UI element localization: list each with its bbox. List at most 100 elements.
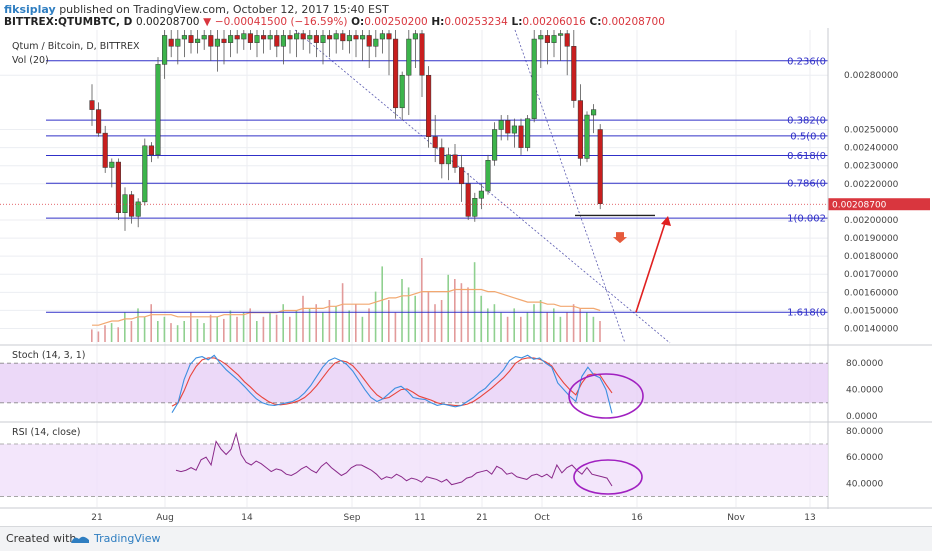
candle-body (379, 33, 385, 40)
symbol-header: BITTREX:QTUMBTC, D 0.00208700 ▼ −0.00041… (4, 16, 665, 28)
candle-body (525, 118, 531, 148)
candle-body (261, 35, 267, 40)
volume-bar (183, 321, 185, 342)
volume-bar (506, 316, 509, 342)
rsi-band-fill (0, 444, 828, 497)
trendline-dotted (294, 29, 671, 344)
volume-bar (143, 316, 146, 342)
author-link[interactable]: fiksiplay (4, 3, 56, 16)
candle-body (439, 147, 445, 165)
volume-bar (124, 312, 126, 342)
candle-body (445, 154, 451, 165)
fib-level-label: 0.5(0.0 (790, 131, 826, 142)
candle-body (234, 35, 240, 40)
candle-body (109, 161, 115, 168)
volume-bar (440, 300, 443, 342)
volume-bar (242, 312, 245, 342)
volume-bar (348, 310, 350, 342)
candle-body (96, 109, 102, 134)
volume-bar (473, 262, 476, 342)
candle-body (333, 33, 339, 40)
candle-body (393, 38, 399, 109)
volume-bar (275, 314, 278, 342)
candle-body (129, 194, 135, 217)
candle-body (432, 136, 438, 148)
volume-bar (196, 318, 199, 342)
time-tick-label: 16 (631, 513, 643, 523)
rsi-highlight-ellipse (573, 459, 643, 495)
volume-bar (322, 312, 324, 342)
candle-body (168, 38, 174, 47)
volume-bar (592, 316, 595, 342)
volume-bar (513, 308, 515, 342)
volume-bar (368, 308, 370, 342)
volume-bar (117, 327, 119, 342)
candle-body (498, 120, 504, 130)
volume-bar (335, 306, 337, 342)
footer: Created with TradingView (0, 526, 932, 551)
stoch-band-fill (0, 363, 828, 403)
candle-body (518, 125, 524, 148)
volume-bar (295, 310, 298, 342)
volume-bar (374, 291, 377, 342)
candle-body (386, 33, 392, 40)
candle-body (327, 35, 333, 40)
price-tick-label: 0.00150000 (844, 306, 899, 316)
volume-bar (223, 318, 225, 342)
time-tick-label: Sep (344, 513, 361, 523)
volume-bar (308, 308, 311, 342)
candle-body (511, 125, 517, 134)
candle-body (531, 38, 537, 119)
volume-bar (500, 312, 502, 342)
tradingview-logo-icon (71, 536, 89, 543)
price-tick-label: 0.00220000 (844, 180, 899, 190)
low-value: 0.00206016 (522, 16, 586, 28)
volume-bar (110, 323, 113, 342)
fib-level-label: 1(0.002 (787, 214, 826, 225)
candle-body (591, 109, 597, 116)
volume-bar (421, 258, 423, 342)
candle-body (452, 154, 458, 168)
volume-bar (414, 295, 416, 342)
candle-body (340, 33, 346, 42)
stoch-highlight-ellipse (568, 373, 644, 419)
volume-bar (104, 325, 106, 342)
publish-info: published on TradingView.com, October 12… (59, 3, 389, 16)
stoch-legend: Stoch (14, 3, 1) (12, 350, 86, 361)
chart-area[interactable]: 0.236(0 0.382(0 0.5(0.0 0.618(0 0.786(0 1(0.0… (0, 28, 932, 526)
candle-body (181, 35, 187, 40)
volume-bar (381, 266, 383, 342)
rsi-tick-label: 80.0000 (846, 427, 883, 437)
candle-body (577, 100, 583, 159)
volume-bar (487, 308, 489, 342)
candle-body (459, 167, 465, 185)
candle-body (241, 33, 247, 40)
candle-body (267, 35, 273, 40)
close-value: 0.00208700 (601, 16, 665, 28)
stoch-tick-label: 80.0000 (846, 359, 883, 369)
chart-background (0, 28, 932, 526)
volume-bar (447, 274, 449, 342)
candle-body (571, 46, 577, 101)
volume-bar (229, 310, 232, 342)
candle-body (419, 33, 425, 76)
volume-bar (467, 287, 469, 342)
open-value: 0.00250200 (364, 16, 428, 28)
volume-bar (388, 300, 390, 342)
close-label: C: (589, 16, 602, 28)
rsi-tick-label: 60.0000 (846, 453, 883, 463)
tradingview-link[interactable]: TradingView (94, 532, 161, 545)
high-value: 0.00253234 (444, 16, 508, 28)
volume-bar (236, 316, 238, 342)
candle-body (492, 129, 498, 161)
stoch-tick-label: 40.0000 (846, 386, 883, 396)
price-tick-label: 0.00170000 (844, 270, 899, 280)
candle-body (142, 145, 148, 203)
candle-body (544, 35, 550, 43)
fib-level-label: 0.382(0 (787, 116, 826, 127)
created-with-label: Created with (6, 532, 77, 545)
volume-bar (262, 316, 265, 342)
candle-body (294, 33, 300, 40)
candle-body (247, 33, 253, 43)
candle-body (307, 35, 313, 40)
